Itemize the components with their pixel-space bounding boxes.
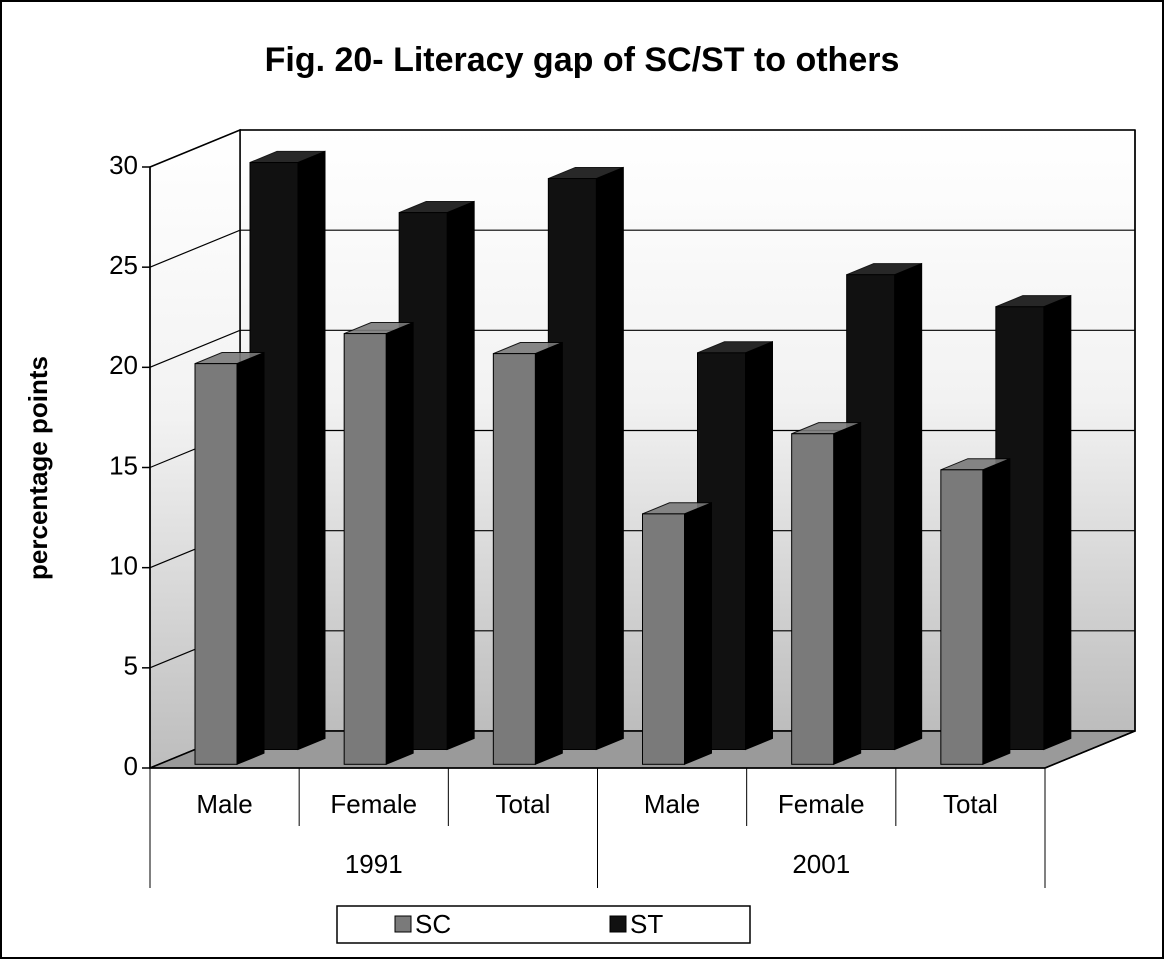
chart-title: Fig. 20- Literacy gap of SC/ST to others <box>265 41 900 79</box>
legend-label: ST <box>630 909 663 939</box>
y-tick-label: 25 <box>109 250 138 280</box>
legend-label: SC <box>415 909 451 939</box>
y-tick-label: 0 <box>124 751 138 781</box>
x-tick-label: Male <box>196 789 252 819</box>
x-tick-label: Female <box>330 789 417 819</box>
x-tick-label: Male <box>644 789 700 819</box>
floor-edge <box>1044 130 1136 769</box>
bar-side <box>894 262 923 751</box>
group-label: 2001 <box>792 849 850 879</box>
bar-side <box>595 166 624 751</box>
y-tick-label: 5 <box>124 651 138 681</box>
bar-side <box>534 341 563 766</box>
y-tick-label: 15 <box>109 450 138 480</box>
x-tick-label: Total <box>495 789 550 819</box>
bar <box>642 513 685 765</box>
grid-line <box>149 329 1135 368</box>
bar-side <box>385 321 414 766</box>
bar-side <box>446 200 475 751</box>
grid-line <box>149 129 1135 168</box>
y-tick-label: 30 <box>109 150 138 180</box>
bar <box>343 333 387 765</box>
group-label: 1991 <box>345 849 403 879</box>
bar <box>194 363 238 765</box>
bar-side <box>297 150 326 751</box>
x-tick-label: Total <box>943 789 998 819</box>
bar <box>940 469 984 765</box>
bar-side <box>236 351 265 766</box>
legend-swatch <box>609 915 627 933</box>
bar-side <box>745 340 773 751</box>
bar-side <box>833 421 862 766</box>
y-tick-label: 20 <box>109 350 138 380</box>
bar <box>492 353 536 765</box>
grid-line <box>149 229 1135 268</box>
bar-side <box>684 502 712 766</box>
y-axis-label: percentage points <box>23 356 53 580</box>
bar-side <box>982 457 1011 766</box>
bar <box>791 433 835 765</box>
y-tick-label: 10 <box>109 551 138 581</box>
bar-side <box>1043 294 1072 751</box>
x-tick-label: Female <box>778 789 865 819</box>
legend-swatch <box>394 915 412 933</box>
